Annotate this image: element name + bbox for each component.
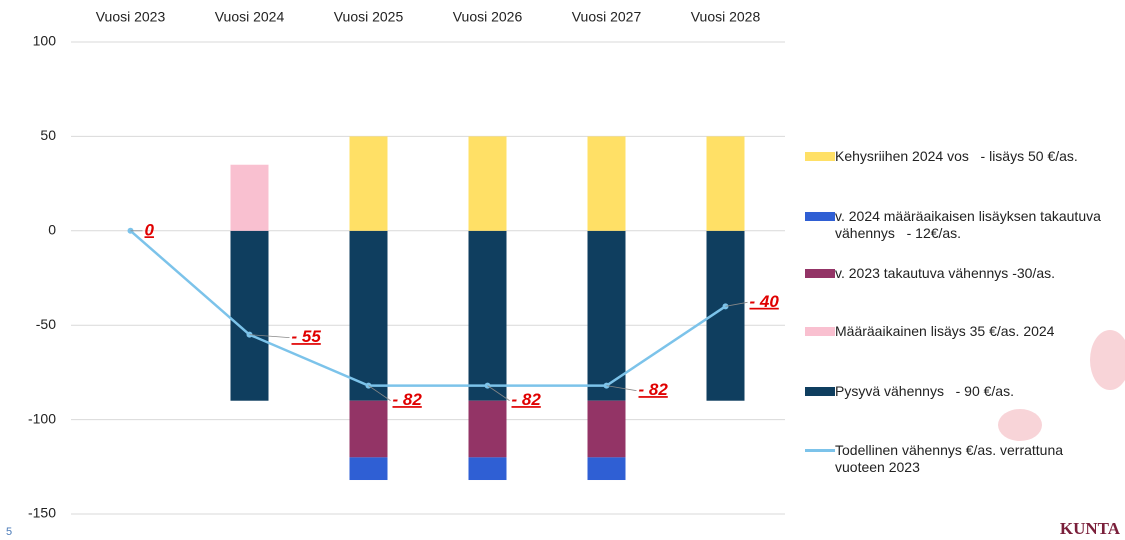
data-label: - 82 xyxy=(512,390,542,409)
legend-item: v. 2024 määräaikaisen lisäyksen takautuv… xyxy=(805,208,1115,242)
bar-segment xyxy=(588,457,626,480)
decoration xyxy=(998,409,1042,441)
legend-item: Todellinen vähennys €/as. verrattuna vuo… xyxy=(805,442,1115,476)
bar-segment xyxy=(707,136,745,230)
page-number: 5 xyxy=(6,526,12,538)
bar-segment xyxy=(350,401,388,458)
y-tick-label: -150 xyxy=(28,505,56,521)
x-tick-label: Vuosi 2025 xyxy=(334,9,404,25)
legend-label: Pysyvä vähennys - 90 €/as. xyxy=(835,383,1014,400)
bar-segment xyxy=(469,401,507,458)
bar-segment xyxy=(231,165,269,231)
y-tick-label: -100 xyxy=(28,410,56,426)
line xyxy=(131,231,726,386)
legend-swatch xyxy=(805,212,835,221)
data-label: 0 xyxy=(145,220,155,239)
data-label: - 82 xyxy=(639,380,669,399)
x-tick-label: Vuosi 2028 xyxy=(691,9,761,25)
legend-swatch xyxy=(805,387,835,396)
data-label: - 55 xyxy=(292,327,322,346)
legend-swatch xyxy=(805,327,835,336)
legend-label: Todellinen vähennys €/as. verrattuna vuo… xyxy=(835,442,1115,476)
bar-segment xyxy=(469,457,507,480)
bar-segment xyxy=(469,231,507,401)
y-tick-label: 100 xyxy=(33,33,57,49)
bar-segment xyxy=(350,136,388,230)
bar-segment xyxy=(350,231,388,401)
x-tick-label: Vuosi 2024 xyxy=(215,9,285,25)
legend-swatch xyxy=(805,152,835,161)
data-label: - 40 xyxy=(750,292,780,311)
legend-item: Kehysriihen 2024 vos - lisäys 50 €/as. xyxy=(805,148,1115,165)
x-tick-label: Vuosi 2023 xyxy=(96,9,166,25)
y-tick-label: -50 xyxy=(36,316,56,332)
legend-label: v. 2024 määräaikaisen lisäyksen takautuv… xyxy=(835,208,1115,242)
bar-segment xyxy=(588,231,626,401)
bar-segment xyxy=(588,136,626,230)
bar-segment xyxy=(469,136,507,230)
y-tick-label: 50 xyxy=(40,127,56,143)
legend-item: Määräaikainen lisäys 35 €/as. 2024 xyxy=(805,323,1115,340)
data-label: - 82 xyxy=(393,390,423,409)
x-tick-label: Vuosi 2026 xyxy=(453,9,523,25)
legend-item: Pysyvä vähennys - 90 €/as. xyxy=(805,383,1115,400)
legend-label: Määräaikainen lisäys 35 €/as. 2024 xyxy=(835,323,1054,340)
bar-segment xyxy=(588,401,626,458)
logo: KUNTA xyxy=(1060,519,1121,538)
legend-label: v. 2023 takautuva vähennys -30/as. xyxy=(835,265,1055,282)
legend-label: Kehysriihen 2024 vos - lisäys 50 €/as. xyxy=(835,148,1078,165)
bar-segment xyxy=(231,231,269,401)
x-tick-label: Vuosi 2027 xyxy=(572,9,642,25)
legend-item: v. 2023 takautuva vähennys -30/as. xyxy=(805,265,1115,282)
bar-segment xyxy=(350,457,388,480)
legend-swatch xyxy=(805,449,835,452)
legend-swatch xyxy=(805,269,835,278)
y-tick-label: 0 xyxy=(48,222,56,238)
slide: 5 KUNTA -150 -100 -50 0 50 100 Vuosi 2023 Vuosi… xyxy=(0,0,1125,540)
